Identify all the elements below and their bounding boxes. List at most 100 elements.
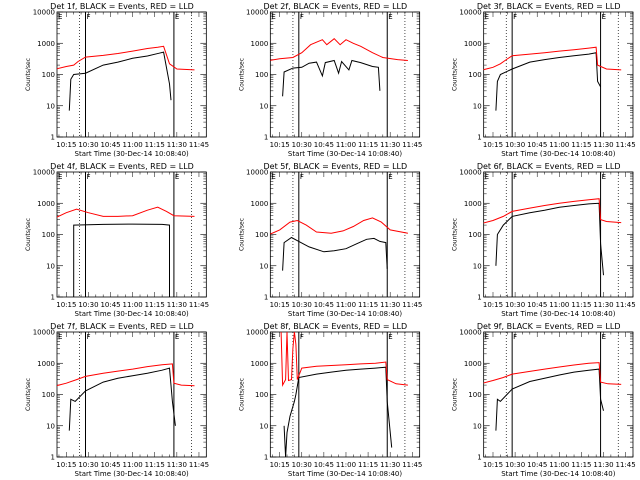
y-tick-label: 10000 — [459, 9, 481, 17]
y-tick-label: 1000 — [37, 200, 55, 208]
marker-label: E — [175, 13, 179, 21]
x-axis-label: Start Time (30-Dec-14 10:08:40) — [75, 150, 189, 158]
detector-panel-3: Det 3f, BLACK = Events, RED = LLD 1 10 100 1… — [452, 2, 636, 158]
x-tick-label: 11:45 — [616, 141, 636, 149]
detector-panel-4: Det 4f, BLACK = Events, RED = LLD 1 10 100 1… — [25, 162, 209, 318]
detector-panel-7: Det 7f, BLACK = Events, RED = LLD 1 10 100 1… — [25, 322, 209, 478]
y-tick-label: 10 — [46, 422, 55, 430]
panel-title: Det 8f, BLACK = Events, RED = LLD — [264, 322, 408, 331]
x-tick-label: 11:15 — [358, 301, 378, 309]
lld-series-line — [57, 206, 195, 218]
x-axis-label: Start Time (30-Dec-14 10:08:40) — [501, 470, 615, 478]
x-tick-label: 10:30 — [78, 301, 98, 309]
y-tick-label: 1000 — [251, 40, 269, 48]
panel-title: Det 2f, BLACK = Events, RED = LLD — [264, 2, 408, 11]
marker-label: E — [175, 173, 179, 181]
y-tick-label: 1000 — [464, 360, 482, 368]
x-tick-label: 11:45 — [616, 301, 636, 309]
y-axis-label: Counts/sec — [238, 58, 245, 91]
x-tick-label: 10:45 — [100, 141, 120, 149]
x-tick-label: 11:00 — [123, 461, 143, 469]
series-group — [483, 362, 622, 431]
x-tick-label: 10:45 — [314, 461, 334, 469]
events-series-line — [495, 202, 604, 276]
y-tick-label: 1 — [51, 134, 55, 142]
x-tick-label: 10:30 — [505, 461, 525, 469]
marker-label: F — [300, 173, 304, 181]
y-tick-label: 100 — [468, 231, 481, 239]
marker-label: F — [86, 13, 90, 21]
x-tick-label: 11:00 — [336, 141, 356, 149]
x-tick-label: 10:45 — [527, 141, 547, 149]
y-tick-label: 1000 — [37, 40, 55, 48]
x-tick-label: 10:30 — [505, 301, 525, 309]
x-tick-label: 11:30 — [380, 141, 400, 149]
marker-label: F — [513, 173, 517, 181]
x-axis-label: Start Time (30-Dec-14 10:08:40) — [75, 310, 189, 318]
marker-label: E — [602, 173, 606, 181]
marker-label: E — [271, 13, 275, 21]
y-axis-label: Counts/sec — [25, 218, 32, 251]
y-tick-label: 10000 — [246, 329, 268, 337]
x-tick-label: 10:45 — [100, 461, 120, 469]
y-tick-label: 10000 — [33, 169, 55, 177]
detector-panel-5: Det 5f, BLACK = Events, RED = LLD 1 10 100 1… — [238, 162, 422, 318]
panel-title: Det 5f, BLACK = Events, RED = LLD — [264, 162, 408, 171]
x-tick-label: 11:00 — [336, 461, 356, 469]
lld-series-line — [57, 363, 195, 387]
marker-label: E — [271, 173, 275, 181]
series-group — [483, 46, 622, 111]
y-tick-label: 100 — [42, 71, 55, 79]
marker-label: E — [58, 333, 62, 341]
y-tick-label: 100 — [255, 391, 268, 399]
x-tick-label: 10:45 — [100, 301, 120, 309]
x-tick-label: 11:30 — [380, 301, 400, 309]
x-tick-label: 11:45 — [189, 141, 209, 149]
x-tick-label: 11:15 — [358, 461, 378, 469]
y-tick-label: 10000 — [459, 329, 481, 337]
x-tick-label: 10:30 — [78, 141, 98, 149]
x-tick-label: 11:00 — [336, 301, 356, 309]
x-tick-label: 11:15 — [145, 301, 165, 309]
x-tick-label: 11:15 — [145, 461, 165, 469]
y-tick-label: 10000 — [246, 9, 268, 17]
lld-series-line — [270, 217, 408, 235]
x-axis-label: Start Time (30-Dec-14 10:08:40) — [501, 310, 615, 318]
lld-series-line — [270, 38, 408, 61]
panel-title: Det 6f, BLACK = Events, RED = LLD — [477, 162, 621, 171]
y-tick-label: 1 — [477, 294, 481, 302]
y-axis-label: Counts/sec — [25, 378, 32, 411]
detector-panel-1: Det 1f, BLACK = Events, RED = LLD 1 10 100 1… — [25, 2, 209, 158]
x-tick-label: 11:15 — [145, 141, 165, 149]
marker-label: E — [271, 333, 275, 341]
x-tick-label: 10:45 — [314, 301, 334, 309]
marker-label: F — [300, 333, 304, 341]
y-tick-label: 1 — [51, 454, 55, 462]
lld-series-line — [483, 362, 622, 385]
events-series-line — [282, 59, 381, 97]
lld-series-line — [483, 46, 622, 71]
y-axis-label: Counts/sec — [238, 218, 245, 251]
x-tick-label: 10:15 — [270, 301, 290, 309]
y-tick-label: 1000 — [464, 200, 482, 208]
x-tick-label: 10:15 — [270, 461, 290, 469]
x-tick-label: 10:15 — [483, 301, 503, 309]
marker-label: E — [388, 13, 392, 21]
y-tick-label: 100 — [42, 231, 55, 239]
y-tick-label: 1 — [264, 134, 268, 142]
x-tick-label: 11:00 — [549, 461, 569, 469]
x-tick-label: 10:30 — [292, 301, 312, 309]
x-tick-label: 11:15 — [571, 141, 591, 149]
y-tick-label: 10 — [46, 262, 55, 270]
x-tick-label: 11:15 — [571, 301, 591, 309]
x-tick-label: 11:15 — [358, 141, 378, 149]
detector-panel-9: Det 9f, BLACK = Events, RED = LLD 1 10 100 1… — [452, 322, 636, 478]
series-group — [270, 217, 408, 271]
lld-series-line — [483, 198, 622, 224]
y-tick-label: 10000 — [33, 9, 55, 17]
marker-label: F — [513, 13, 517, 21]
y-tick-label: 10 — [259, 262, 268, 270]
x-tick-label: 11:30 — [380, 461, 400, 469]
panel-title: Det 4f, BLACK = Events, RED = LLD — [50, 162, 194, 171]
